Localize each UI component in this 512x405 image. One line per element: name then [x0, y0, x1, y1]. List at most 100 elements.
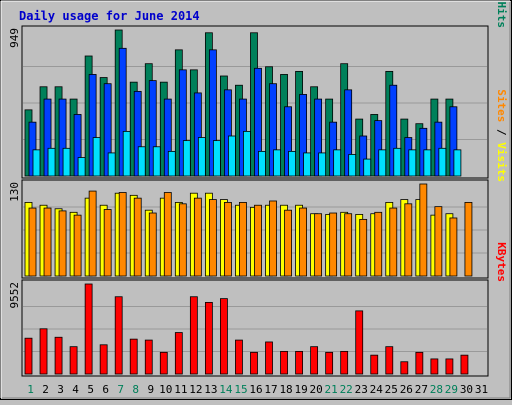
x-axis-labels: 1 2 3 4 5 6 7 8 9 10 11 12 13 14 15 16 17 18 19 20 21 22 23 24 2…: [27, 383, 488, 396]
x-tick-label: 1: [27, 383, 34, 396]
bar-sites-day-8: [133, 197, 142, 277]
legend-entry: /: [495, 0, 508, 2]
bar-files-day-22: [344, 89, 353, 177]
bar-sites-day-21: [329, 212, 338, 277]
legend-entry: KBytes: [495, 242, 508, 282]
bar-pages-day-3: [62, 147, 71, 177]
bar-pages-day-23: [363, 158, 372, 177]
x-tick-label: 15: [234, 383, 247, 396]
bar-pages-day-14: [228, 135, 236, 177]
x-tick-label: 20: [310, 383, 323, 396]
bar-sites-day-10: [163, 192, 172, 277]
bar-kbytes-day-2: [39, 328, 48, 375]
x-tick-label: 28: [430, 383, 443, 396]
x-tick-label: 31: [475, 383, 488, 396]
bar-pages-day-13: [212, 140, 221, 177]
legend-entry: /: [495, 122, 508, 142]
y-max-label: 130: [8, 182, 21, 202]
x-tick-label: 6: [102, 383, 109, 396]
bar-kbytes-day-6: [99, 344, 108, 375]
bar-sites-day-30: [464, 201, 473, 277]
bar-pages-day-24: [378, 149, 387, 177]
bar-kbytes-day-28: [430, 358, 439, 375]
series-kbytes: [24, 283, 469, 375]
panel-hits-files-pages: 949 Pages / Files / Hits: [8, 0, 508, 179]
bar-sites-day-1: [28, 207, 37, 277]
bar-kbytes-day-27: [415, 351, 424, 375]
bar-pages-day-28: [438, 147, 447, 177]
x-tick-label: 19: [294, 383, 307, 396]
x-tick-label: 27: [415, 383, 428, 396]
bar-files-day-20: [314, 98, 323, 177]
y-max-label: 949: [8, 28, 21, 48]
series-sites: [28, 183, 473, 277]
bar-pages-day-2: [47, 147, 56, 177]
bar-pages-day-16: [258, 150, 266, 177]
x-tick-label: 25: [385, 383, 398, 396]
bar-pages-day-4: [77, 157, 86, 177]
x-tick-label: 23: [355, 383, 368, 396]
bar-sites-day-20: [314, 213, 323, 277]
bar-kbytes-day-17: [265, 341, 273, 375]
bar-pages-day-6: [107, 152, 116, 177]
bar-kbytes-day-19: [295, 350, 303, 375]
bar-kbytes-day-23: [355, 310, 364, 375]
bar-sites-day-19: [299, 207, 307, 277]
series-pages: [32, 130, 462, 177]
bar-sites-day-4: [73, 214, 82, 277]
x-tick-label: 22: [340, 383, 353, 396]
x-tick-label: 29: [445, 383, 458, 396]
bar-files-day-2: [43, 98, 52, 177]
x-tick-label: 5: [87, 383, 94, 396]
bar-kbytes-day-25: [385, 346, 394, 375]
bar-files-day-11: [178, 69, 187, 177]
x-tick-label: 21: [325, 383, 338, 396]
legend-entry: Hits: [495, 2, 508, 29]
bar-kbytes-day-16: [250, 351, 258, 375]
bar-pages-day-19: [303, 152, 311, 177]
bar-pages-day-11: [182, 140, 191, 177]
bar-pages-day-17: [273, 149, 281, 177]
x-tick-label: 11: [174, 383, 187, 396]
bar-files-day-29: [449, 106, 458, 177]
bar-kbytes-day-9: [144, 339, 153, 375]
bar-pages-day-10: [167, 150, 176, 177]
bar-kbytes-day-13: [204, 301, 213, 375]
bar-pages-day-7: [122, 130, 131, 177]
bar-sites-day-15: [239, 201, 247, 277]
x-tick-label: 4: [72, 383, 79, 396]
bar-pages-day-29: [453, 149, 462, 177]
bar-files-day-4: [73, 114, 82, 177]
bar-files-day-14: [224, 89, 232, 177]
bar-files-day-7: [118, 47, 127, 177]
series-files: [28, 47, 458, 177]
bar-files-day-17: [269, 83, 277, 177]
bar-files-day-1: [28, 121, 37, 177]
bar-kbytes-day-22: [340, 350, 349, 375]
bar-files-day-25: [389, 84, 398, 177]
legend-label: Pages / Files / Hits: [495, 0, 508, 28]
bar-pages-day-1: [32, 149, 41, 177]
bar-sites-day-18: [284, 209, 292, 277]
bar-sites-day-29: [449, 217, 458, 277]
bar-pages-day-26: [408, 149, 417, 177]
bar-sites-day-13: [208, 199, 217, 277]
bar-kbytes-day-12: [189, 296, 198, 375]
bar-files-day-12: [193, 92, 202, 177]
bar-files-day-16: [254, 67, 262, 177]
bar-pages-day-8: [137, 146, 146, 177]
x-tick-label: 14: [219, 383, 233, 396]
bar-files-day-19: [299, 94, 307, 177]
x-tick-label: 10: [159, 383, 172, 396]
panel-visits-sites: 130 Sites / Visits: [8, 89, 508, 279]
bar-pages-day-5: [92, 137, 101, 177]
x-tick-label: 30: [460, 383, 473, 396]
bar-pages-day-25: [393, 147, 402, 177]
bar-kbytes-day-24: [370, 354, 379, 375]
bar-files-day-13: [208, 49, 217, 177]
bar-sites-day-24: [374, 211, 383, 277]
bar-kbytes-day-3: [54, 336, 63, 375]
bar-files-day-10: [163, 98, 172, 177]
legend-entry: Sites: [495, 89, 508, 122]
